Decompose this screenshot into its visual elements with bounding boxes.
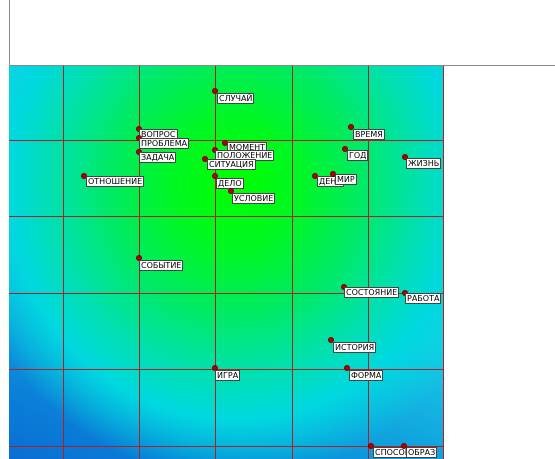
- header-panel: [9, 0, 555, 66]
- word-22-marker[interactable]: [368, 443, 374, 449]
- word-17-label: СОСТОЯНИЕ: [344, 287, 400, 298]
- word-4-label: ЗАДАЧА: [139, 152, 177, 163]
- word-9-marker[interactable]: [342, 146, 348, 152]
- word-1-label: СЛУЧАЙ: [217, 93, 255, 104]
- word-23-label: ОБРАЗ: [406, 447, 438, 458]
- word-23-marker[interactable]: [401, 443, 407, 449]
- word-map[interactable]: СЛУЧАЙ ВОПРОС ПРОБЛЕМА ЗАДАЧА МОМЕНТ ПОЛОЖЕНИ…: [9, 66, 444, 459]
- word-21-marker[interactable]: [344, 365, 350, 371]
- word-21-label: ФОРМА: [349, 370, 384, 381]
- word-10-label: ЖИЗНЬ: [406, 158, 442, 169]
- word-1-marker[interactable]: [212, 88, 218, 94]
- grid-lines: [9, 66, 444, 459]
- word-16-label: СОБЫТИЕ: [139, 260, 184, 271]
- word-19-label: ИСТОРИЯ: [333, 342, 377, 353]
- word-9-label: ГОД: [347, 150, 369, 161]
- word-7-label: СИТУАЦИЯ: [207, 159, 256, 170]
- word-8-label: ВРЕМЯ: [353, 129, 385, 140]
- word-3-label: ПРОБЛЕМА: [139, 138, 190, 149]
- word-8-marker[interactable]: [348, 124, 354, 130]
- word-19-marker[interactable]: [328, 337, 334, 343]
- word-12-marker[interactable]: [212, 173, 218, 179]
- word-11-label: ОТНОШЕНИЕ: [86, 176, 145, 187]
- word-18-label: РАБОТА: [405, 293, 442, 304]
- word-15-label: УСЛОВИЕ: [232, 193, 276, 204]
- word-20-label: ИГРА: [215, 370, 241, 381]
- word-10-marker[interactable]: [402, 154, 408, 160]
- word-15-marker[interactable]: [228, 188, 234, 194]
- word-14-label: МИР: [335, 174, 357, 185]
